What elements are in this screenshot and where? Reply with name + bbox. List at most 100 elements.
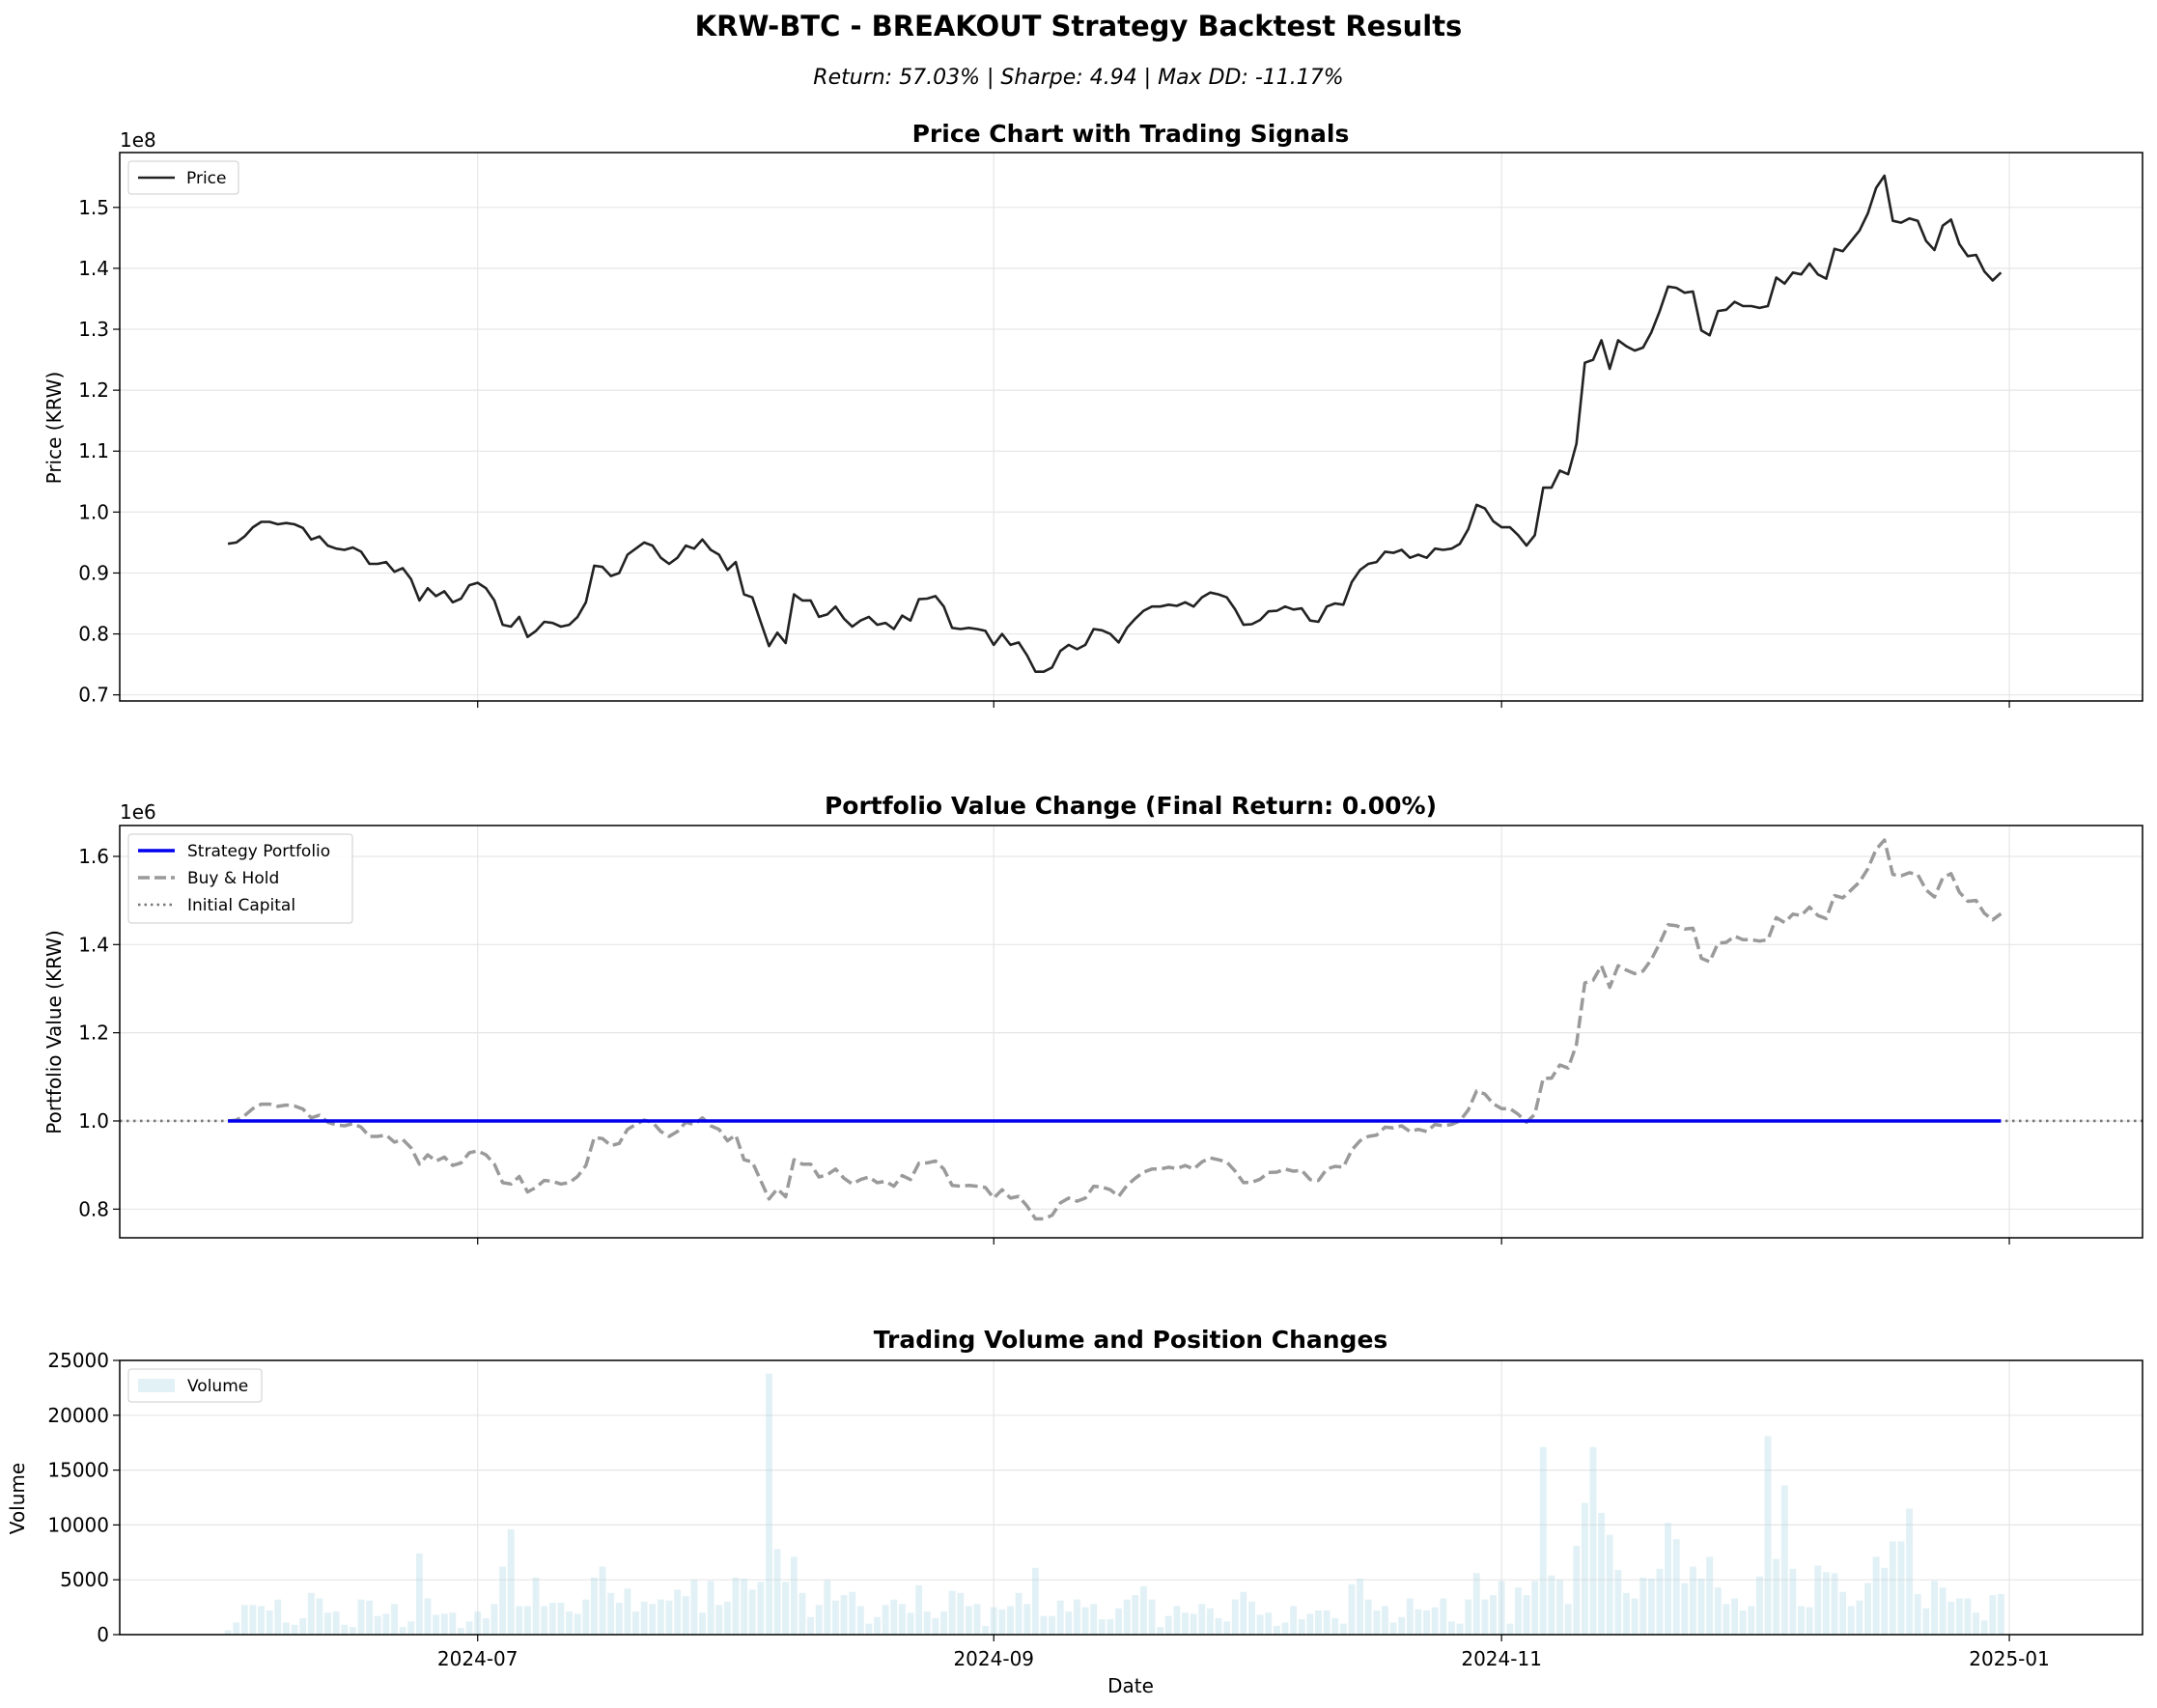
volume-y-ticks: 0 5000 10000 15000 20000 25000: [47, 1349, 120, 1646]
volume-bar: [649, 1604, 657, 1635]
volume-bar: [1031, 1567, 1039, 1635]
portfolio-legend-box: [127, 833, 353, 924]
volume-bar: [907, 1612, 914, 1635]
volume-bar: [1780, 1485, 1788, 1635]
portfolio-legend: Strategy Portfolio Buy & Hold Initial Ca…: [127, 833, 353, 924]
volume-bar: [1589, 1446, 1597, 1635]
volume-bar: [349, 1627, 356, 1635]
volume-chart-title: Trading Volume and Position Changes: [874, 1326, 1388, 1354]
volume-bar: [1098, 1619, 1106, 1635]
y-tick-label: 1.1: [78, 439, 109, 462]
portfolio-x-ticks: [477, 1238, 2010, 1245]
volume-bar: [424, 1598, 432, 1635]
y-tick-label: 10000: [47, 1513, 109, 1536]
figure-title: KRW-BTC - BREAKOUT Strategy Backtest Res…: [695, 10, 1463, 42]
y-tick-label: 1.4: [78, 257, 109, 280]
volume-bar: [1265, 1612, 1273, 1635]
y-tick-label: 1.2: [78, 378, 109, 402]
volume-bar: [1764, 1436, 1772, 1635]
volume-bar: [1157, 1627, 1164, 1635]
price-chart-title: Price Chart with Trading Signals: [912, 120, 1350, 148]
volume-bar: [1090, 1604, 1098, 1635]
price-grid: [120, 153, 2143, 701]
volume-bar: [1897, 1541, 1905, 1635]
portfolio-series: [120, 838, 2143, 1221]
volume-bar: [665, 1600, 673, 1635]
volume-bar: [757, 1582, 765, 1635]
price-y-ticks: 0.7 0.8 0.9 1.0 1.1 1.2 1.3 1.4 1.5: [78, 196, 120, 707]
volume-bar: [1248, 1601, 1255, 1635]
volume-bar: [224, 1630, 232, 1635]
volume-bar: [898, 1604, 906, 1635]
volume-bar: [1980, 1620, 1988, 1635]
volume-bar: [723, 1601, 731, 1635]
volume-bar: [557, 1603, 565, 1635]
volume-bar: [1306, 1613, 1314, 1635]
volume-bar: [1406, 1598, 1414, 1635]
volume-bar: [1206, 1608, 1214, 1635]
x-tick-label: 2024-11: [1461, 1647, 1542, 1670]
volume-bar: [541, 1606, 548, 1635]
volume-bar: [1074, 1599, 1080, 1635]
volume-bar: [1323, 1610, 1331, 1635]
volume-bar: [1914, 1593, 1921, 1635]
volume-bar: [807, 1616, 815, 1635]
volume-bar: [1139, 1586, 1147, 1635]
volume-bar: [1182, 1612, 1189, 1635]
y-tick-label: 0: [97, 1623, 109, 1646]
volume-bar: [1789, 1568, 1797, 1635]
volume-bar: [624, 1588, 631, 1635]
y-tick-label: 20000: [47, 1404, 109, 1427]
volume-bar: [1290, 1606, 1298, 1635]
volume-bar: [690, 1580, 698, 1635]
y-tick-label: 5000: [60, 1568, 109, 1591]
volume-bar: [341, 1624, 349, 1635]
portfolio-y-scale-label: 1e6: [120, 800, 156, 824]
volume-bar: [1697, 1579, 1705, 1635]
buyhold-legend-label: Buy & Hold: [187, 869, 279, 888]
volume-bar: [1398, 1616, 1406, 1635]
y-tick-label: 1.0: [78, 1109, 109, 1133]
volume-bar: [258, 1606, 266, 1635]
volume-bar: [1015, 1592, 1022, 1635]
volume-bar: [433, 1614, 440, 1635]
volume-bar: [773, 1549, 781, 1635]
volume-bar: [741, 1579, 748, 1635]
volume-bar: [1623, 1592, 1630, 1635]
volume-bar: [1922, 1608, 1930, 1635]
volume-bar: [233, 1622, 240, 1635]
buyhold-line: [227, 838, 2003, 1221]
volume-bar: [732, 1577, 740, 1635]
volume-bar: [407, 1621, 415, 1635]
x-axis-label: Date: [1107, 1674, 1154, 1697]
volume-bar: [1115, 1608, 1123, 1635]
volume-bar: [1847, 1606, 1855, 1635]
volume-bar: [957, 1592, 965, 1635]
volume-bar: [973, 1604, 981, 1635]
volume-bar: [282, 1622, 290, 1635]
volume-bar: [249, 1605, 257, 1635]
volume-bar: [615, 1603, 623, 1635]
volume-bar: [782, 1582, 790, 1635]
volume-bar: [507, 1528, 515, 1635]
volume-bar: [1614, 1569, 1622, 1635]
volume-bar: [274, 1599, 282, 1635]
x-tick-label: 2024-09: [953, 1647, 1034, 1670]
y-tick-label: 25000: [47, 1349, 109, 1372]
volume-bar: [1440, 1598, 1447, 1635]
volume-bar: [1706, 1556, 1714, 1635]
volume-bar: [574, 1613, 581, 1635]
volume-bar: [1748, 1606, 1755, 1635]
volume-bar: [990, 1607, 997, 1635]
volume-bar: [548, 1603, 556, 1635]
volume-bar: [1806, 1607, 1813, 1635]
volume-bar: [1606, 1534, 1613, 1635]
volume-bar: [1256, 1614, 1264, 1635]
volume-bar: [1864, 1582, 1871, 1635]
volume-bar: [566, 1611, 574, 1635]
volume-bar: [1240, 1591, 1247, 1635]
volume-bar: [1773, 1558, 1780, 1635]
volume-bar: [849, 1591, 856, 1635]
volume-bar: [524, 1606, 531, 1635]
